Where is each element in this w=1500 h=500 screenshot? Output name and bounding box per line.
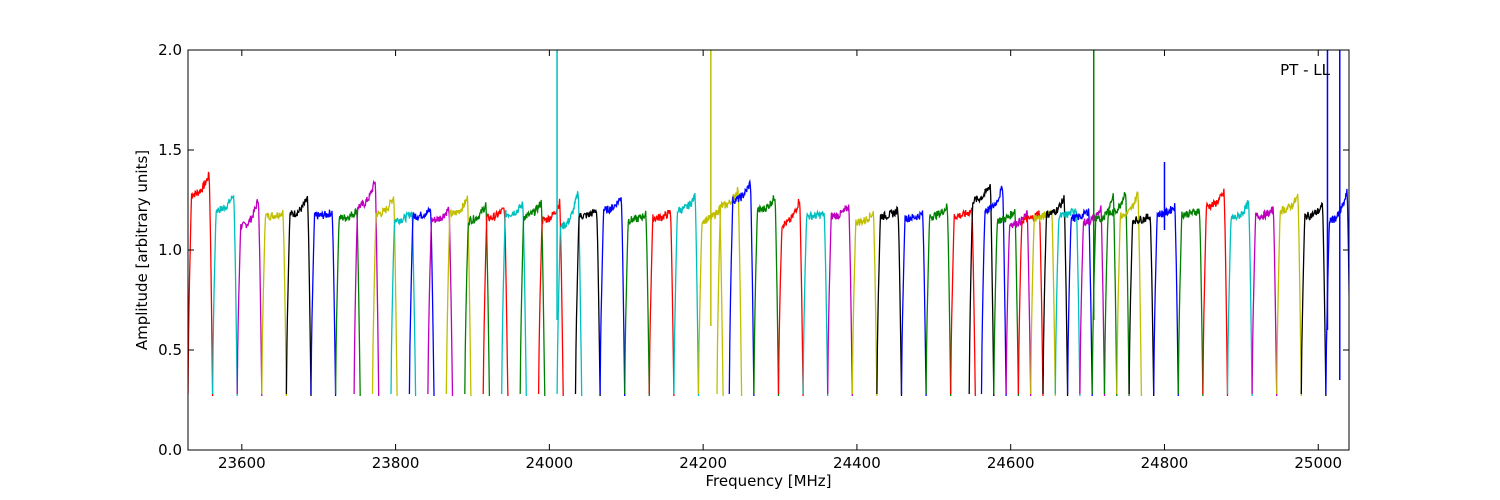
series-line xyxy=(980,185,1007,397)
series-line xyxy=(1066,208,1093,397)
series-line xyxy=(537,198,564,397)
series-line xyxy=(1276,193,1302,397)
series-line xyxy=(236,199,263,397)
x-axis-label: Frequency [MHz] xyxy=(705,472,831,490)
series-line xyxy=(1103,192,1130,397)
series-line xyxy=(519,199,546,397)
y-tick-label: 0.5 xyxy=(158,341,182,359)
tick-layer: 23600 23800 24000 24200 24400 24600 24800 25000… xyxy=(158,41,1349,472)
series-line xyxy=(1202,188,1229,397)
series-line xyxy=(310,209,337,397)
series-line xyxy=(353,179,380,397)
series-line xyxy=(285,195,312,397)
series-line xyxy=(1300,201,1327,397)
series-line xyxy=(482,207,509,397)
series-line xyxy=(968,184,995,397)
series-line xyxy=(993,209,1020,397)
x-tick-label: 24000 xyxy=(526,454,574,472)
series-line xyxy=(1128,213,1155,397)
x-tick-label: 24600 xyxy=(987,454,1035,472)
series-line xyxy=(624,210,650,397)
x-tick-label: 23600 xyxy=(218,454,266,472)
plot-annotation: PT - LL xyxy=(1280,61,1331,79)
series-line xyxy=(900,210,927,397)
series-line xyxy=(648,210,675,397)
series-line xyxy=(334,208,361,397)
series-line xyxy=(851,211,878,397)
series-line xyxy=(1091,193,1118,397)
y-tick-label: 1.5 xyxy=(158,141,182,159)
series-line xyxy=(950,207,976,397)
series-line xyxy=(1116,191,1143,397)
series-line xyxy=(1042,195,1069,397)
series-line xyxy=(716,187,743,397)
y-tick-label: 0.0 xyxy=(158,441,182,459)
series-line xyxy=(390,211,417,397)
y-tick-label: 1.0 xyxy=(158,241,182,259)
series-line xyxy=(1325,188,1349,395)
series-line xyxy=(427,206,454,397)
series-line xyxy=(753,195,780,397)
y-axis-label: Amplitude [arbitrary units] xyxy=(133,150,151,350)
series-line xyxy=(1226,199,1253,397)
x-tick-label: 25000 xyxy=(1294,454,1342,472)
series-line xyxy=(876,205,903,397)
y-tick-label: 2.0 xyxy=(158,41,182,59)
series-line xyxy=(1251,206,1278,397)
series-line xyxy=(777,198,804,397)
series-line xyxy=(1079,205,1106,397)
series-line xyxy=(827,204,853,397)
series-line xyxy=(599,197,626,397)
series-layer xyxy=(188,50,1349,397)
series-line xyxy=(188,171,214,397)
series-line xyxy=(464,202,491,397)
series-line xyxy=(371,196,398,397)
series-line xyxy=(556,191,583,397)
series-line xyxy=(1054,207,1081,397)
series-line xyxy=(1005,210,1032,397)
series-line xyxy=(673,192,700,397)
series-line xyxy=(802,209,829,397)
x-tick-label: 24400 xyxy=(833,454,881,472)
series-line xyxy=(1017,210,1044,397)
series-line xyxy=(925,203,952,397)
series-line xyxy=(1153,203,1179,397)
series-line xyxy=(728,178,755,397)
series-line xyxy=(574,208,601,397)
x-tick-label: 24200 xyxy=(679,454,727,472)
series-line xyxy=(501,201,527,397)
x-tick-label: 24800 xyxy=(1141,454,1189,472)
series-line xyxy=(445,195,472,397)
series-line xyxy=(1177,207,1204,397)
x-tick-label: 23800 xyxy=(372,454,420,472)
series-line xyxy=(408,206,435,397)
series-line xyxy=(261,209,288,397)
series-line xyxy=(211,194,238,397)
